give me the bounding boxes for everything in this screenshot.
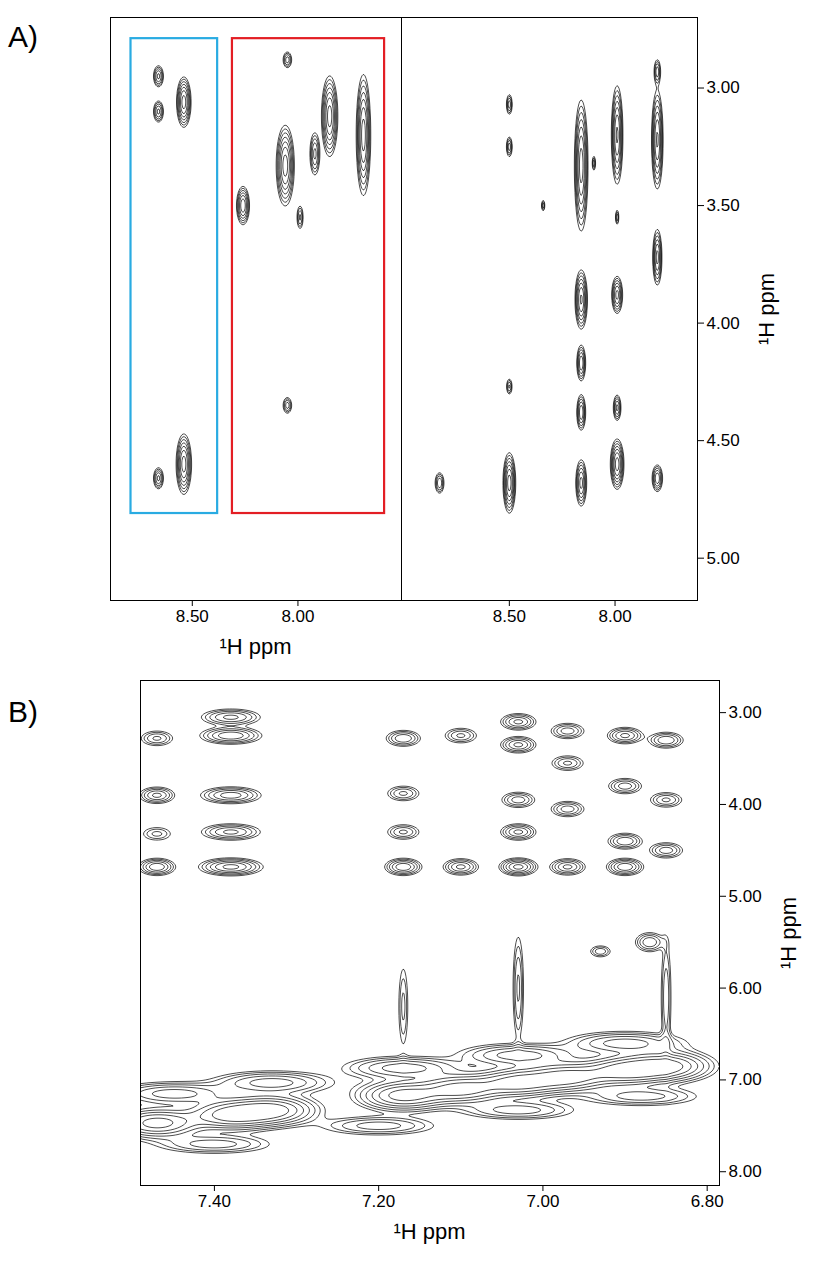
svg-text:8.50: 8.50 [493, 607, 526, 626]
svg-text:5.00: 5.00 [729, 887, 762, 906]
html-text:¹H ppm: ¹H ppm [776, 896, 801, 969]
svg-text:7.20: 7.20 [362, 1192, 395, 1211]
svg-text:5.00: 5.00 [707, 549, 740, 568]
svg-text:8.00: 8.00 [281, 607, 314, 626]
svg-text:7.40: 7.40 [198, 1192, 231, 1211]
svg-text:8.00: 8.00 [598, 607, 631, 626]
svg-text:6.80: 6.80 [691, 1192, 724, 1211]
html-text:¹H ppm: ¹H ppm [393, 1219, 466, 1244]
svg-text:4.00: 4.00 [729, 795, 762, 814]
html-text:¹H ppm: ¹H ppm [219, 634, 292, 659]
svg-text:6.00: 6.00 [729, 979, 762, 998]
html-text:A): A) [8, 20, 38, 53]
svg-text:7.00: 7.00 [729, 1070, 762, 1089]
svg-text:4.50: 4.50 [707, 431, 740, 450]
svg-text:7.00: 7.00 [526, 1192, 559, 1211]
svg-text:3.00: 3.00 [729, 703, 762, 722]
svg-text:3.50: 3.50 [707, 196, 740, 215]
svg-text:8.50: 8.50 [176, 607, 209, 626]
svg-text:8.00: 8.00 [729, 1162, 762, 1181]
svg-text:3.00: 3.00 [707, 78, 740, 97]
html-text:¹H ppm: ¹H ppm [754, 272, 779, 345]
svg-text:4.00: 4.00 [707, 314, 740, 333]
html-text:B): B) [8, 695, 38, 728]
